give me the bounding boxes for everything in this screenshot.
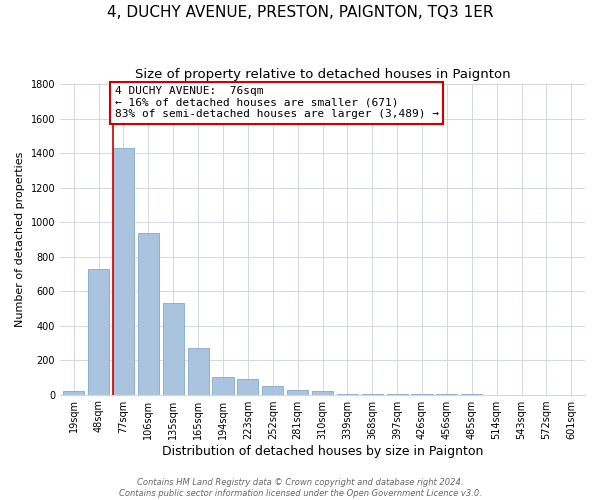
Bar xyxy=(262,386,283,394)
Bar xyxy=(63,391,84,394)
Text: 4 DUCHY AVENUE:  76sqm
← 16% of detached houses are smaller (671)
83% of semi-de: 4 DUCHY AVENUE: 76sqm ← 16% of detached … xyxy=(115,86,439,120)
Bar xyxy=(113,148,134,394)
Y-axis label: Number of detached properties: Number of detached properties xyxy=(15,152,25,327)
Bar xyxy=(212,378,233,394)
Bar xyxy=(287,390,308,394)
Text: Contains HM Land Registry data © Crown copyright and database right 2024.
Contai: Contains HM Land Registry data © Crown c… xyxy=(119,478,481,498)
Bar xyxy=(188,348,209,395)
Bar xyxy=(88,269,109,394)
Title: Size of property relative to detached houses in Paignton: Size of property relative to detached ho… xyxy=(135,68,511,80)
Text: 4, DUCHY AVENUE, PRESTON, PAIGNTON, TQ3 1ER: 4, DUCHY AVENUE, PRESTON, PAIGNTON, TQ3 … xyxy=(107,5,493,20)
Bar xyxy=(238,379,259,394)
Bar xyxy=(163,304,184,394)
X-axis label: Distribution of detached houses by size in Paignton: Distribution of detached houses by size … xyxy=(162,444,483,458)
Bar xyxy=(312,391,333,394)
Bar xyxy=(138,234,159,394)
